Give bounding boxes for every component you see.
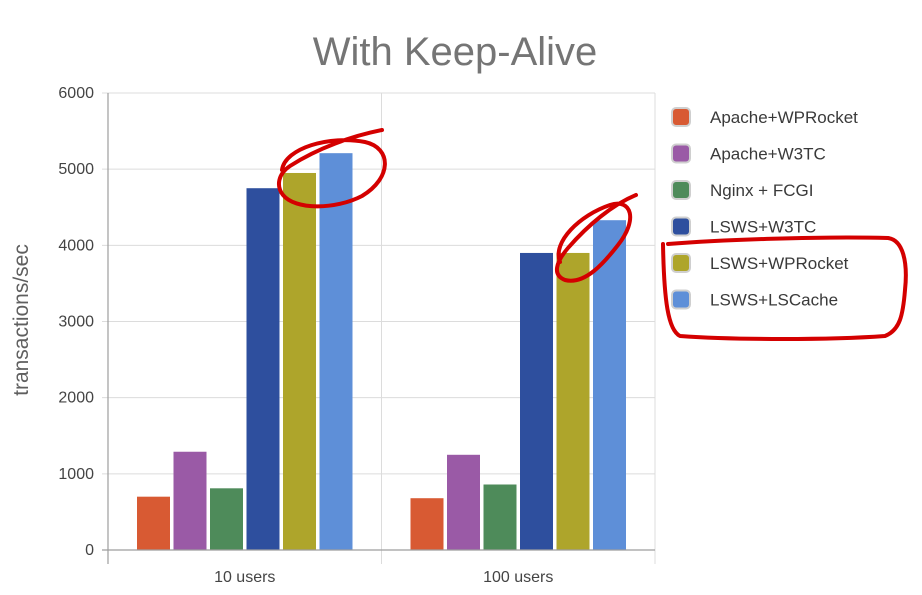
legend-item: Apache+W3TC: [671, 143, 826, 164]
x-tick-label: 100 users: [483, 569, 553, 586]
x-tick-label: 10 users: [214, 569, 275, 586]
annotation-circle-100-users: [555, 193, 638, 283]
legend-swatch: [671, 143, 691, 164]
y-tick-label: 1000: [58, 466, 94, 483]
legend-label: LSWS+WPRocket: [710, 254, 849, 273]
bar-apache-wprocket-10-users: [137, 496, 170, 550]
red-ink-annotations: [276, 128, 908, 341]
legend-swatch: [671, 216, 691, 237]
bar-lsws-lscache-100-users: [593, 220, 626, 550]
legend-label: LSWS+LSCache: [710, 291, 838, 310]
y-tick-label: 3000: [58, 314, 94, 331]
bar-nginx-fcgi-100-users: [483, 484, 517, 550]
legend-swatch: [671, 253, 691, 273]
legend: Apache+WPRocket Apache+W3TC Nginx + FCGI LS…: [671, 107, 858, 310]
legend-label: Nginx + FCGI: [710, 181, 813, 200]
bar-lsws-lscache-10-users: [319, 153, 353, 550]
legend-item: LSWS+W3TC: [671, 216, 816, 237]
legend-item: LSWS+LSCache: [671, 289, 838, 310]
legend-swatch: [671, 107, 691, 127]
y-tick-label: 6000: [58, 85, 94, 102]
bar-lsws-wprocket-100-users: [556, 252, 590, 550]
bar-apache-w3tc-10-users: [173, 451, 207, 550]
bar-nginx-fcgi-10-users: [210, 488, 243, 550]
bar-apache-w3tc-100-users: [447, 454, 480, 550]
bar-lsws-wprocket-10-users: [283, 172, 316, 550]
bar-apache-wprocket-100-users: [410, 498, 444, 550]
gridlines: [102, 92, 656, 564]
y-tick-label: 2000: [58, 390, 94, 407]
y-tick-label: 0: [85, 542, 94, 559]
legend-item: LSWS+WPRocket: [671, 253, 849, 273]
legend-label: LSWS+W3TC: [710, 218, 816, 237]
bars: [137, 153, 626, 551]
legend-label: Apache+W3TC: [710, 145, 826, 164]
legend-item: Nginx + FCGI: [671, 180, 813, 200]
tick-labels: 0 1000 2000 3000 4000 5000 6000 10 users 100 use…: [58, 85, 553, 586]
legend-swatch: [671, 289, 691, 310]
legend-label: Apache+WPRocket: [710, 108, 858, 127]
chart-title: With Keep-Alive: [313, 30, 598, 74]
y-axis-label: transactions/sec: [10, 244, 33, 396]
annotation-circle-10-users: [276, 128, 387, 209]
legend-item: Apache+WPRocket: [671, 107, 858, 127]
legend-swatch: [671, 180, 691, 200]
bar-lsws-w3tc-100-users: [520, 252, 553, 550]
y-tick-label: 5000: [58, 161, 94, 178]
annotation-box-legend: [661, 235, 908, 341]
y-tick-label: 4000: [58, 237, 94, 254]
bar-lsws-w3tc-10-users: [246, 188, 280, 551]
